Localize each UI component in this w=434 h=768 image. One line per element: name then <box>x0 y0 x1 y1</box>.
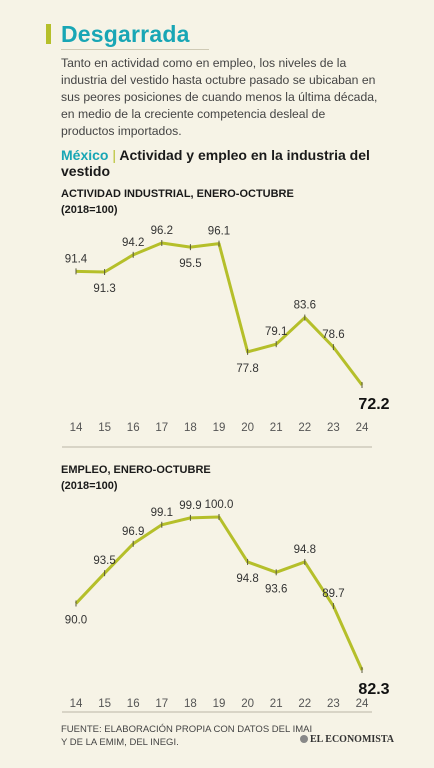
logo-mark-icon <box>300 735 308 743</box>
data-label: 95.5 <box>179 258 201 270</box>
x-tick-label: 17 <box>155 422 168 434</box>
x-tick-label: 17 <box>155 698 168 710</box>
title-accent-bar <box>46 24 51 44</box>
x-tick-label: 21 <box>270 698 283 710</box>
country-label: México <box>61 147 109 163</box>
section-subtitle: México | Actividad y empleo en la indust… <box>61 147 381 179</box>
source-line2: Y DE LA EMIM, DEL INEGI. <box>61 737 179 748</box>
data-label: 100.0 <box>205 499 234 511</box>
data-label: 93.5 <box>93 555 115 567</box>
data-label: 96.9 <box>122 526 144 538</box>
data-label: 96.2 <box>151 225 173 237</box>
chart2-title: EMPLEO, ENERO-OCTUBRE (2018=100) <box>61 462 211 494</box>
data-label: 83.6 <box>294 300 316 312</box>
x-tick-label: 24 <box>356 422 369 434</box>
data-label: 82.3 <box>358 681 389 698</box>
x-tick-label: 20 <box>241 422 254 434</box>
x-tick-label: 16 <box>127 698 140 710</box>
x-tick-label: 18 <box>184 422 197 434</box>
subtitle-separator: | <box>112 147 116 163</box>
data-label: 79.1 <box>265 326 287 338</box>
page-title: Desgarrada <box>61 21 190 47</box>
data-label: 89.7 <box>322 588 344 600</box>
data-label: 91.3 <box>93 283 115 295</box>
x-tick-label: 23 <box>327 422 340 434</box>
data-label: 96.1 <box>208 226 230 238</box>
source-line1: FUENTE: ELABORACIÓN PROPIA CON DATOS DEL… <box>61 724 313 735</box>
x-tick-label: 16 <box>127 422 140 434</box>
x-tick-label: 22 <box>298 698 311 710</box>
intro-text: Tanto en actividad como en empleo, los n… <box>61 56 378 138</box>
series-line <box>74 515 364 671</box>
source-note: FUENTE: ELABORACIÓN PROPIA CON DATOS DEL… <box>61 723 312 749</box>
data-label: 72.2 <box>358 396 389 413</box>
chart1-title: ACTIVIDAD INDUSTRIAL, ENERO-OCTUBRE (201… <box>61 186 294 218</box>
data-label: 94.8 <box>294 544 316 556</box>
x-tick-label: 20 <box>241 698 254 710</box>
x-tick-label: 18 <box>184 698 197 710</box>
x-tick-label: 15 <box>98 422 111 434</box>
x-tick-label: 21 <box>270 422 283 434</box>
x-tick-label: 14 <box>70 422 83 434</box>
x-tick-label: 24 <box>356 698 369 710</box>
subtitle-text: Actividad y empleo en la industria del v… <box>61 147 370 179</box>
data-label: 90.0 <box>65 614 87 626</box>
data-label: 99.9 <box>179 500 201 512</box>
data-label: 91.4 <box>65 253 88 265</box>
data-label: 93.6 <box>265 583 287 595</box>
title-divider <box>61 49 209 50</box>
data-label: 77.8 <box>236 363 258 375</box>
x-tick-label: 19 <box>213 422 226 434</box>
chart1-title-line1: ACTIVIDAD INDUSTRIAL, ENERO-OCTUBRE <box>61 188 294 200</box>
data-label: 99.1 <box>151 507 173 519</box>
x-tick-label: 14 <box>70 698 83 710</box>
x-tick-label: 15 <box>98 698 111 710</box>
x-tick-label: 22 <box>298 422 311 434</box>
chart2-title-line1: EMPLEO, ENERO-OCTUBRE <box>61 464 211 476</box>
publisher-logo: EL ECONOMISTA <box>300 734 394 745</box>
data-label: 78.6 <box>322 329 344 341</box>
chart1-title-line2: (2018=100) <box>61 204 118 216</box>
x-tick-label: 23 <box>327 698 340 710</box>
data-label: 94.8 <box>236 573 258 585</box>
data-label: 94.2 <box>122 237 144 249</box>
logo-text: EL ECONOMISTA <box>310 734 394 745</box>
x-tick-label: 19 <box>213 698 226 710</box>
chart2-title-line2: (2018=100) <box>61 480 118 492</box>
